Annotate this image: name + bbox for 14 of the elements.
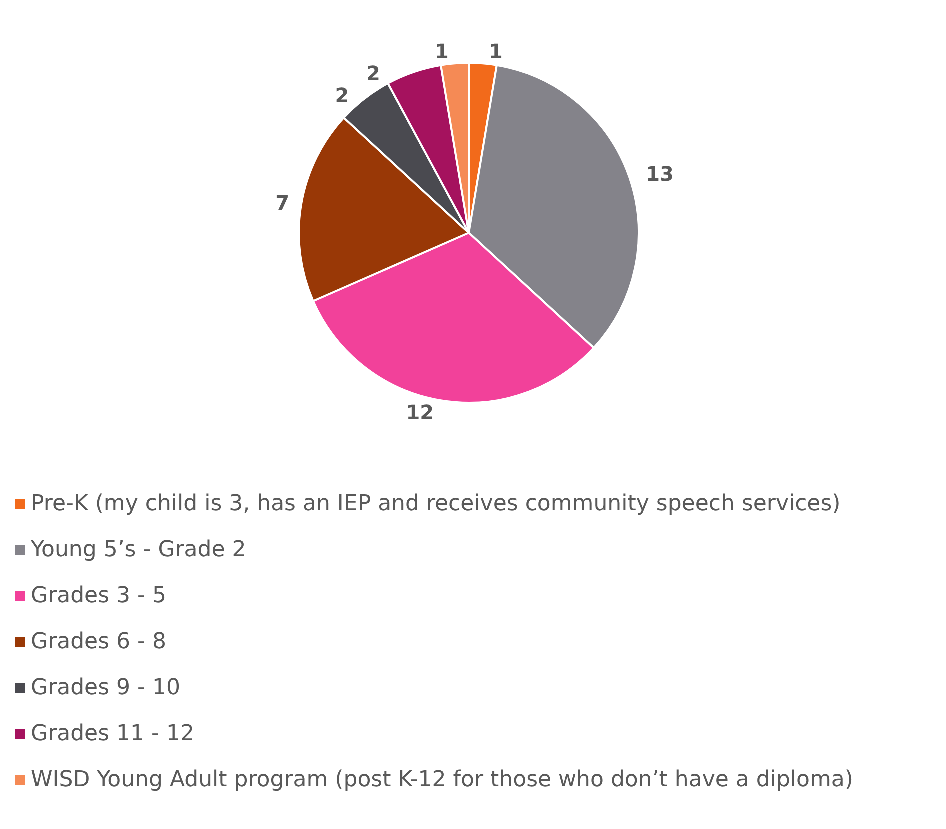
data-label: 1 — [435, 40, 449, 64]
legend-label: Grades 9 - 10 — [31, 676, 180, 700]
data-label: 13 — [646, 162, 674, 186]
data-label: 7 — [276, 191, 290, 216]
data-label: 12 — [406, 400, 434, 424]
legend-label: Young 5’s - Grade 2 — [30, 538, 246, 562]
legend-label: Grades 6 - 8 — [31, 630, 166, 654]
legend-label: Grades 11 - 12 — [31, 722, 194, 746]
legend-label: Pre-K (my child is 3, has an IEP and receives community speech services) — [31, 492, 841, 516]
data-label: 2 — [335, 84, 350, 108]
data-label: 2 — [366, 62, 380, 86]
data-label: 1 — [489, 40, 503, 64]
legend-label: Grades 3 - 5 — [31, 584, 166, 608]
legend-label: WISD Young Adult program (post K-12 for those who don’t have a diploma) — [31, 768, 854, 792]
